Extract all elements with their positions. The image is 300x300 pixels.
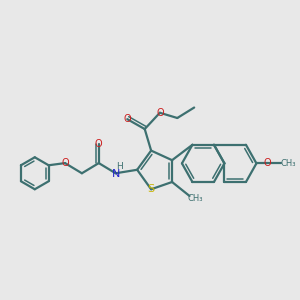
Text: S: S bbox=[148, 184, 155, 194]
Text: O: O bbox=[61, 158, 69, 168]
Text: CH₃: CH₃ bbox=[281, 159, 296, 168]
Text: O: O bbox=[95, 139, 103, 148]
Text: O: O bbox=[156, 108, 164, 118]
Text: O: O bbox=[264, 158, 271, 168]
Text: H: H bbox=[116, 162, 123, 171]
Text: CH₃: CH₃ bbox=[187, 194, 203, 203]
Text: N: N bbox=[112, 169, 120, 179]
Text: O: O bbox=[124, 114, 131, 124]
